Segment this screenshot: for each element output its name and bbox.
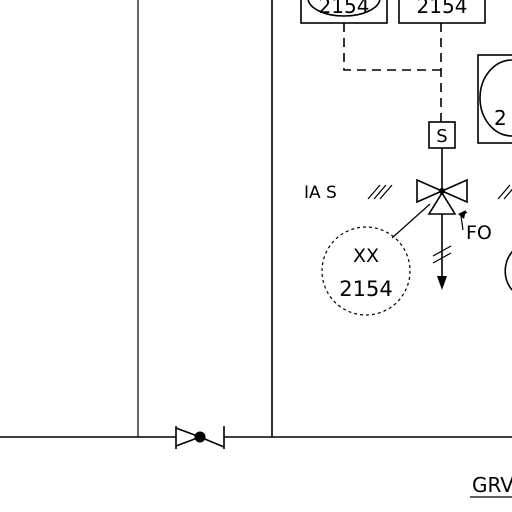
instrument-tag-bubble: XX 2154 <box>321 226 411 316</box>
top-instrument-box-2: 2154 <box>398 0 486 24</box>
tag-leader-line <box>391 203 431 239</box>
fail-open-arrow <box>458 210 468 231</box>
top-box-1-label: 2154 <box>319 0 370 18</box>
vent-arrow <box>437 276 447 290</box>
title-fragment-label: GRV <box>472 473 512 497</box>
tag-number-label: 2154 <box>339 277 392 301</box>
fail-position-label: FO <box>466 222 492 244</box>
right-instrument-bubble: 2 <box>477 54 512 144</box>
solenoid-box: S <box>428 121 456 149</box>
tag-type-label: XX <box>353 245 379 267</box>
solenoid-label: S <box>436 126 447 147</box>
signal-line-horizontal <box>343 23 441 71</box>
air-supply-hash-right <box>497 184 512 200</box>
right-partial-bubble <box>504 250 512 291</box>
check-valve <box>175 426 225 449</box>
right-bubble-label: 2 <box>494 106 507 130</box>
top-instrument-box-1: 2154 <box>300 0 388 24</box>
top-box-2-label: 2154 <box>417 0 468 18</box>
air-supply-hash-left <box>367 184 393 200</box>
air-supply-label: IA S <box>304 183 337 203</box>
check-valve-ball <box>194 431 206 443</box>
vent-hash <box>432 245 452 264</box>
